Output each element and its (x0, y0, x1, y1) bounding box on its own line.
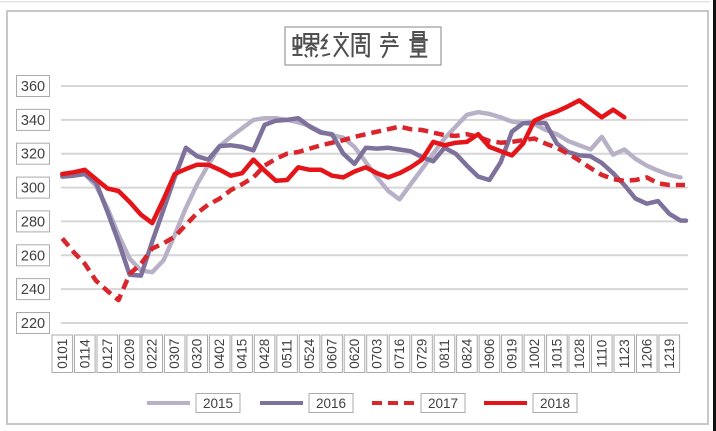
svg-text:0511: 0511 (280, 339, 295, 368)
svg-text:0716: 0716 (392, 339, 407, 369)
svg-text:0620: 0620 (347, 339, 362, 369)
svg-text:0607: 0607 (325, 339, 340, 369)
svg-text:0524: 0524 (302, 338, 317, 369)
svg-text:2016: 2016 (316, 396, 346, 411)
svg-text:0209: 0209 (122, 339, 137, 369)
svg-text:1002: 1002 (527, 339, 542, 369)
svg-text:1110: 1110 (594, 340, 609, 368)
svg-text:2018: 2018 (540, 396, 570, 411)
svg-text:2017: 2017 (428, 396, 458, 411)
svg-text:260: 260 (21, 248, 45, 264)
svg-text:360: 360 (21, 79, 45, 95)
svg-text:0307: 0307 (167, 339, 182, 369)
svg-text:2015: 2015 (203, 396, 233, 411)
svg-text:0703: 0703 (370, 339, 385, 369)
svg-text:0101: 0101 (55, 339, 70, 369)
svg-text:0729: 0729 (415, 339, 430, 369)
svg-text:320: 320 (21, 147, 45, 163)
svg-text:0824: 0824 (459, 338, 474, 369)
svg-text:220: 220 (21, 316, 45, 332)
svg-text:0428: 0428 (257, 339, 272, 369)
svg-text:1028: 1028 (572, 339, 587, 369)
svg-text:0919: 0919 (504, 339, 519, 369)
svg-text:1206: 1206 (639, 339, 654, 369)
svg-text:0222: 0222 (145, 339, 160, 369)
svg-text:1123: 1123 (617, 339, 632, 368)
svg-text:0320: 0320 (190, 339, 205, 369)
svg-text:240: 240 (21, 282, 45, 298)
svg-text:0906: 0906 (482, 339, 497, 369)
svg-text:1015: 1015 (549, 339, 564, 369)
svg-text:280: 280 (21, 214, 45, 230)
svg-text:1219: 1219 (662, 339, 677, 369)
svg-text:0127: 0127 (100, 339, 115, 369)
svg-text:340: 340 (21, 113, 45, 129)
svg-text:0811: 0811 (437, 339, 452, 368)
svg-text:300: 300 (21, 181, 45, 197)
svg-text:0402: 0402 (212, 339, 227, 369)
svg-text:0415: 0415 (235, 339, 250, 369)
svg-text:0114: 0114 (77, 339, 92, 369)
